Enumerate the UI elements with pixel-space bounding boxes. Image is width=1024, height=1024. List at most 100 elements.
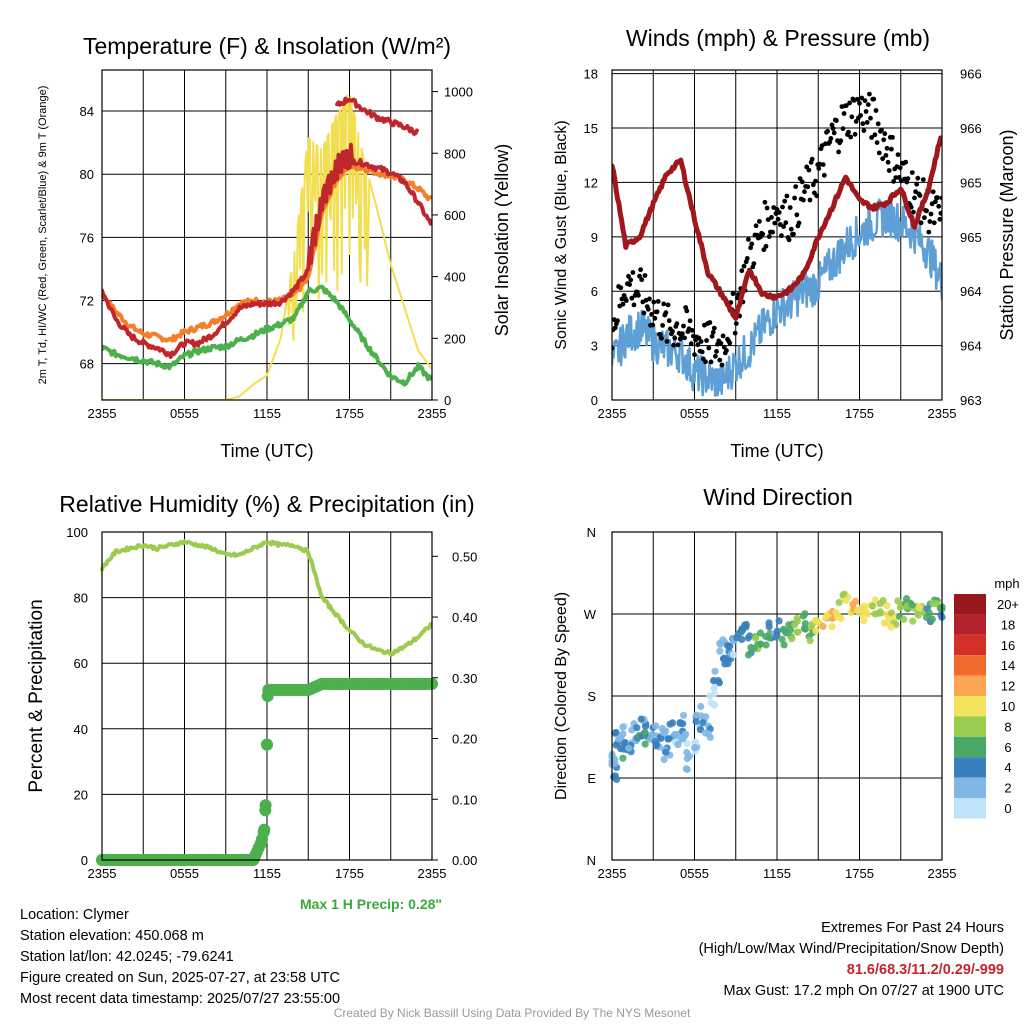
legend-swatch [954,777,986,798]
x-axis-label: Time (UTC) [730,441,823,461]
gust-point [739,268,745,274]
legend-swatch [954,736,986,758]
gust-point [784,193,790,199]
y2-tick-label: 965 [960,175,982,190]
gust-point [864,120,870,125]
direction-point [835,598,843,607]
gust-point [831,130,837,136]
plot-area [608,590,946,784]
gust-point [647,296,652,302]
y2-tick-label: 964 [960,284,982,299]
direction-point [715,679,724,687]
gust-point [809,156,815,162]
gust-point [897,165,903,171]
legend-label: 14 [1001,658,1015,673]
gust-point [868,115,873,121]
y-tick-label: N [587,853,596,868]
gust-point [660,323,665,328]
gust-point [840,126,846,131]
gust-point [782,198,788,204]
legend-label: 10 [1001,699,1015,714]
gust-point [692,352,697,358]
gust-point [732,330,738,336]
x-tick-label: 1155 [763,866,791,881]
gust-point [881,137,887,143]
gust-point [903,159,909,165]
gust-point [749,241,755,247]
gust-point [810,182,816,188]
y-axis-label: Sonic Wind & Gust (Blue, Black) [553,120,570,349]
precip-point [259,799,272,812]
gust-point [890,135,895,140]
gust-point [896,175,902,180]
gust-point [658,332,663,337]
direction-point [637,715,645,723]
gust-point [684,308,690,314]
direction-point [828,623,836,631]
direction-point [793,614,801,623]
direction-point [812,627,820,635]
gust-point [704,338,709,343]
y2-tick-label: 400 [444,270,466,285]
gust-point [724,348,729,353]
direction-point [706,692,714,700]
y-tick-label: 12 [584,175,598,190]
precip-point [316,677,328,690]
precip-point [329,677,342,690]
gust-point [796,220,802,226]
precip-point [371,677,383,690]
direction-point [701,729,710,737]
gust-point [709,333,715,339]
direction-point [900,615,908,623]
y2-tick-label: 0.40 [452,610,477,625]
gust-point [783,220,789,226]
plot-border [101,69,433,401]
gust-point [779,233,784,239]
gust-point [931,220,937,226]
gust-point [827,139,833,145]
gust-point [631,302,637,308]
gust-point [711,325,717,331]
y2-tick-label: 600 [444,208,466,223]
direction-point [746,632,754,640]
gust-point [627,282,632,287]
gust-point [889,146,894,152]
gust-point [872,132,878,138]
gust-point [915,175,921,181]
direction-point [837,614,845,623]
extremes-values: 81.6/68.3/11.2/0.29/-999 [846,962,1004,978]
gust-point [891,179,896,184]
direction-point [699,719,707,727]
x-tick-label: 0555 [680,866,709,881]
y-tick-label: 18 [584,67,598,82]
x-tick-label: 2355 [88,406,117,421]
direction-point [683,748,691,757]
precip-point [384,677,397,690]
gust-point [661,301,667,307]
direction-point [692,718,700,726]
gust-point [707,320,713,325]
direction-point [937,611,945,619]
direction-point [914,611,923,619]
direction-point [896,603,905,612]
direction-point [721,660,729,668]
direction-point [683,754,691,763]
direction-point [791,621,799,629]
gust-point [862,98,868,103]
y2-tick-label: 0.10 [452,792,477,807]
direction-point [800,625,809,633]
direction-point [625,744,633,752]
direction-point [641,740,649,748]
gust-point [873,108,879,113]
station-latlon: Station lat/lon: 42.0245; -79.6241 [20,949,234,965]
gust-point [636,292,641,298]
direction-point [741,621,749,629]
direction-point [710,684,718,693]
direction-point [806,637,814,645]
direction-point [860,602,869,610]
gust-point [746,237,751,242]
direction-point [619,754,627,762]
direction-point [658,724,666,733]
precip-point [302,683,315,696]
direction-point [915,603,923,611]
